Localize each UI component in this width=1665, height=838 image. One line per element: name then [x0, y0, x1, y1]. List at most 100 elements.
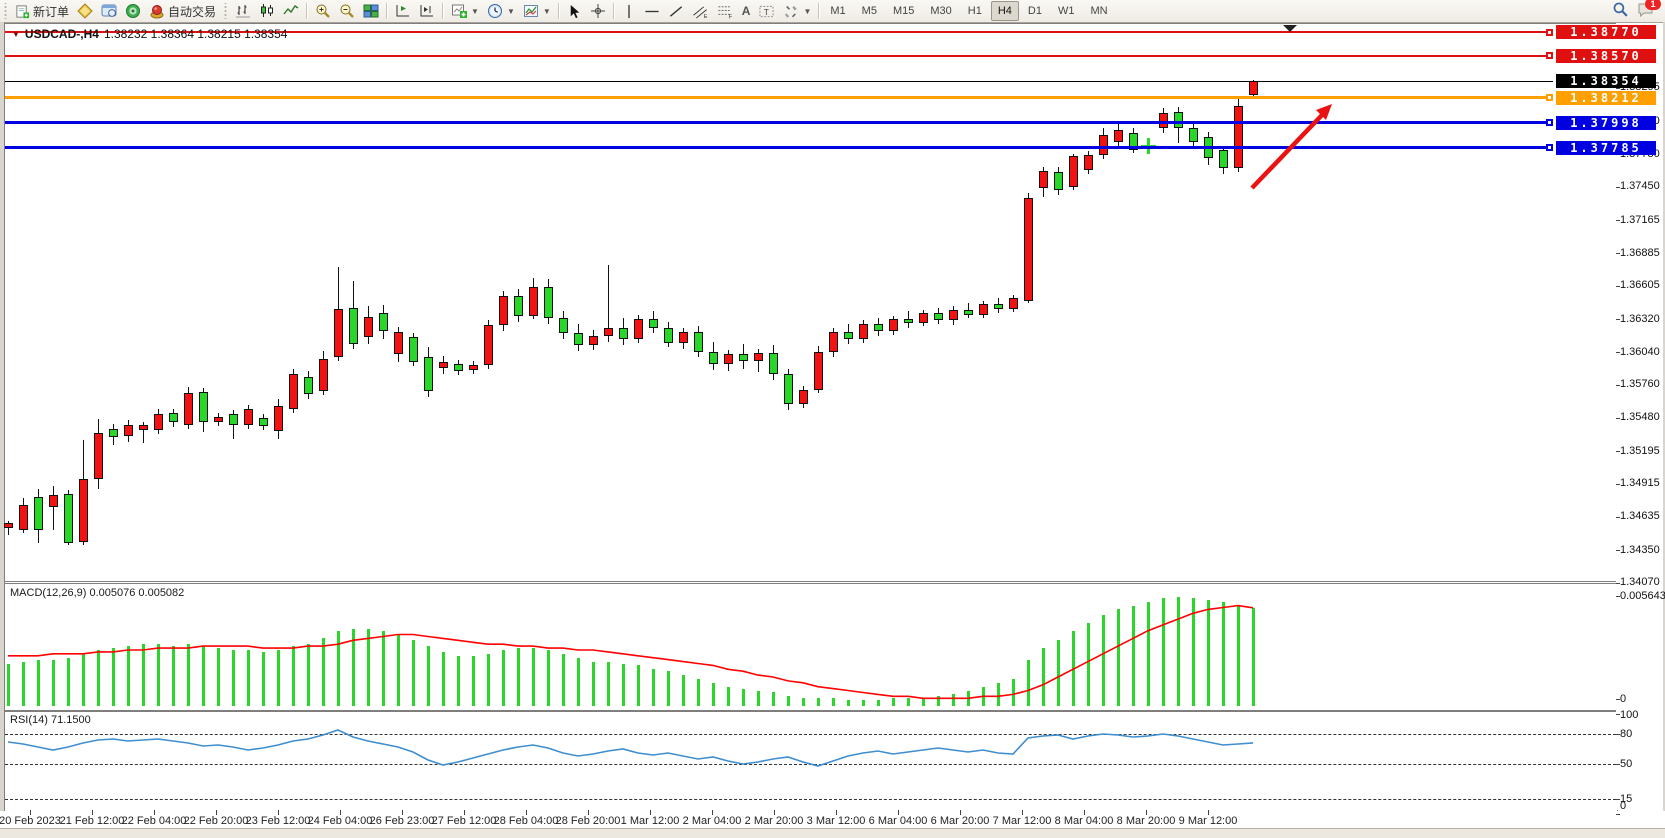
toolbar-grip[interactable]: [223, 3, 229, 19]
timeframe-button-m1[interactable]: M1: [830, 5, 846, 17]
template-button[interactable]: ▼: [519, 1, 555, 21]
candle: [769, 353, 778, 375]
line-endpoint-handle[interactable]: [1546, 94, 1553, 102]
macd-histogram-bar: [1056, 640, 1060, 706]
candle: [454, 363, 463, 371]
candle: [709, 352, 718, 364]
main-toolbar: 新订单 自动交易: [0, 0, 1665, 23]
vertical-line-tool[interactable]: [618, 1, 640, 21]
timeframe-button-m30[interactable]: M30: [930, 5, 952, 17]
date-tick-mark: [588, 810, 589, 815]
crosshair-tool-button[interactable]: [586, 1, 610, 21]
svg-text:E: E: [704, 14, 708, 19]
toolbar-grip[interactable]: [3, 3, 8, 19]
macd-histogram-bar: [6, 663, 10, 706]
line-chart-icon: [283, 3, 299, 19]
candle: [604, 327, 613, 336]
timeframe-button-d1[interactable]: D1: [1027, 5, 1042, 17]
tile-windows-button[interactable]: [359, 1, 383, 21]
rsi-level-line: [5, 799, 1616, 800]
line-chart-button[interactable]: [279, 1, 303, 21]
candlestick-button[interactable]: [255, 1, 279, 21]
horizontal-line[interactable]: [5, 96, 1553, 100]
candlestick-icon: [259, 3, 275, 19]
chart-shift-button[interactable]: [415, 1, 439, 21]
timeframe-button-m5[interactable]: M5: [861, 5, 877, 17]
fibonacci-tool[interactable]: F: [713, 1, 738, 21]
zoom-in-icon: [315, 3, 331, 19]
signals-button[interactable]: [121, 1, 145, 21]
equidistant-channel-tool[interactable]: E: [688, 1, 713, 21]
date-label: 2 Mar 04:00: [682, 815, 742, 827]
line-endpoint-handle[interactable]: [1546, 28, 1553, 36]
timeframe-button-h1[interactable]: H1: [967, 5, 982, 17]
candle: [169, 413, 178, 422]
horizontal-line[interactable]: [5, 31, 1553, 34]
rsi-level-label: 50: [1620, 757, 1633, 770]
price-tick-mark: [1616, 550, 1620, 552]
time-axis[interactable]: [0, 811, 1665, 828]
text-tool[interactable]: A: [738, 1, 755, 21]
period-button[interactable]: ▼: [483, 1, 519, 21]
timeframe-button-h4[interactable]: H4: [990, 1, 1019, 21]
bar-chart-button[interactable]: [231, 1, 255, 21]
line-endpoint-handle[interactable]: [1546, 52, 1553, 60]
search-icon[interactable]: [1612, 1, 1629, 21]
rsi-level-line: [5, 734, 1616, 735]
rsi-tick-mark: [1616, 734, 1620, 735]
chat-button[interactable]: 1: [1637, 0, 1661, 21]
macd-histogram-bar: [486, 653, 490, 706]
chevron-down-icon: ▼: [471, 6, 479, 16]
rsi-tick-mark: [1616, 764, 1620, 765]
timeframe-button-mn[interactable]: MN: [1090, 5, 1108, 17]
timeframe-button-m15[interactable]: M15: [892, 5, 915, 17]
data-window-button[interactable]: [97, 1, 121, 21]
candle: [229, 413, 238, 425]
horizontal-line[interactable]: [5, 54, 1553, 57]
timeframe-group: M1 M5 M15 M30 H1 H4 D1 W1 MN: [823, 1, 1114, 21]
macd-histogram-bar: [246, 649, 250, 706]
arrows-icon: [783, 4, 799, 19]
trendline-tool[interactable]: [664, 1, 688, 21]
date-label: 8 Mar 20:00: [1116, 815, 1176, 827]
macd-histogram-bar: [156, 644, 160, 706]
arrows-tool[interactable]: ▼: [779, 1, 815, 21]
macd-histogram-bar: [816, 698, 820, 706]
horizontal-line[interactable]: [5, 121, 1553, 125]
line-endpoint-handle[interactable]: [1546, 119, 1553, 127]
horizontal-line[interactable]: [5, 146, 1553, 150]
price-tick-label: 1.36040: [1620, 345, 1660, 358]
macd-histogram-bar: [1086, 622, 1090, 706]
text-label-tool[interactable]: T: [754, 1, 779, 21]
candle: [79, 478, 88, 542]
candle: [559, 318, 568, 334]
macd-histogram-bar: [546, 649, 550, 706]
trend-arrow-line[interactable]: [1250, 113, 1324, 190]
macd-histogram-bar: [231, 649, 235, 706]
timeframe-button-w1[interactable]: W1: [1057, 5, 1075, 17]
zoom-out-button[interactable]: [335, 1, 359, 21]
macd-histogram-bar: [501, 649, 505, 706]
main-chart-panel[interactable]: [4, 23, 1618, 582]
macd-histogram-bar: [966, 690, 970, 706]
cursor-tool-button[interactable]: [563, 1, 586, 21]
add-indicator-button[interactable]: ▼: [447, 1, 483, 21]
price-tick-mark: [1616, 483, 1620, 485]
horizontal-line-tool[interactable]: [640, 1, 664, 21]
auto-scroll-button[interactable]: [391, 1, 415, 21]
candle: [514, 295, 523, 316]
auto-trading-button[interactable]: 自动交易: [145, 1, 220, 21]
tile-windows-icon: [363, 3, 379, 19]
zoom-in-button[interactable]: [311, 1, 335, 21]
macd-histogram-bar: [471, 655, 475, 706]
line-price-label: 1.38770: [1556, 25, 1656, 40]
current-price-line: [5, 80, 1553, 82]
market-depth-button[interactable]: [73, 1, 97, 21]
price-tick-label: 1.37165: [1620, 213, 1660, 226]
macd-histogram-bar: [1131, 605, 1135, 706]
new-order-button[interactable]: 新订单: [11, 1, 73, 21]
line-price-label: 1.38570: [1556, 48, 1656, 63]
line-endpoint-handle[interactable]: [1546, 144, 1553, 152]
macd-histogram-bar: [741, 688, 745, 706]
macd-histogram-bar: [951, 694, 955, 706]
